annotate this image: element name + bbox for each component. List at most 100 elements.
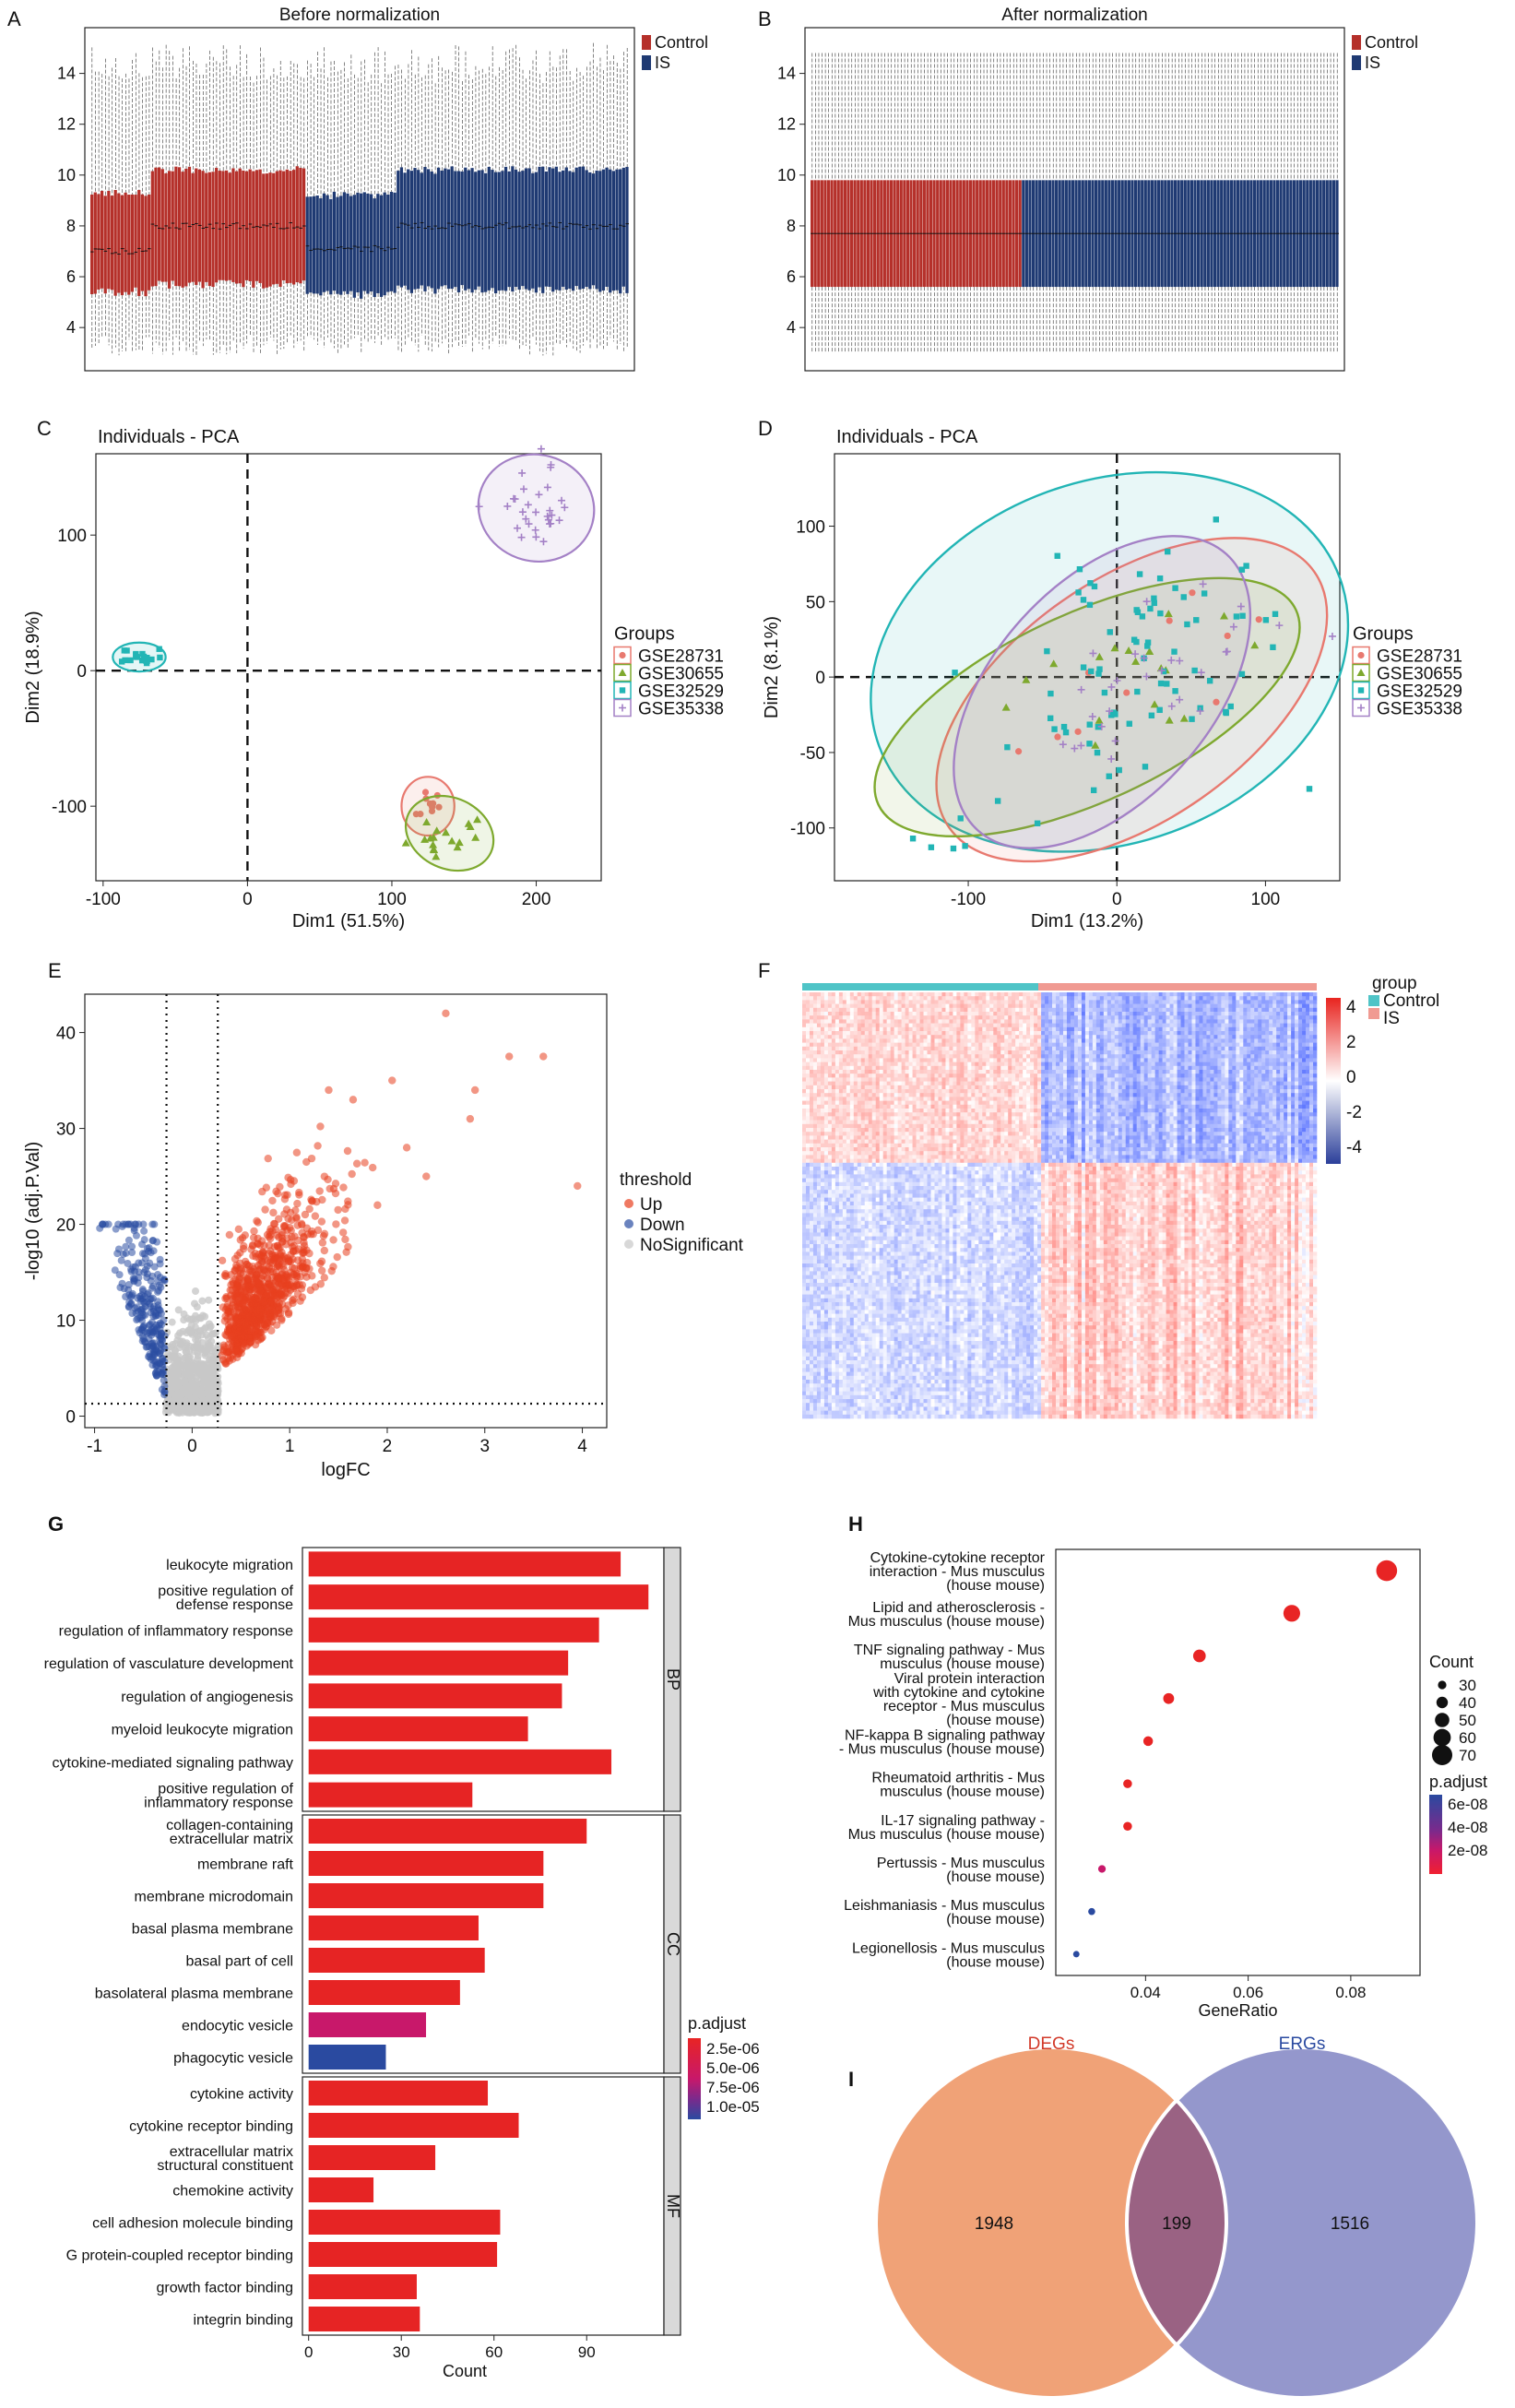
heatmap-cell <box>1162 1000 1166 1004</box>
heatmap-cell <box>1250 1007 1255 1013</box>
heatmap-cell <box>864 1012 870 1016</box>
heatmap-cell <box>982 1023 987 1028</box>
sample-point <box>1151 599 1157 607</box>
heatmap-cell <box>1147 1026 1152 1032</box>
heatmap-cell <box>923 1026 928 1032</box>
sample-point <box>1086 721 1093 728</box>
y-tick-label: -50 <box>800 744 825 764</box>
heatmap-cell <box>1180 1026 1185 1032</box>
sample-box <box>158 167 161 281</box>
heatmap-cell <box>956 996 961 1001</box>
heatmap-cell <box>956 1003 961 1009</box>
heatmap-cell <box>1048 992 1053 997</box>
sample-point <box>1233 613 1240 620</box>
up-point <box>315 1187 324 1195</box>
sample-point <box>1157 680 1165 687</box>
heatmap-cell <box>1012 1015 1016 1020</box>
down-point <box>160 1370 168 1379</box>
group-ellipse <box>477 453 596 563</box>
heatmap-cell <box>882 1000 887 1004</box>
heatmap-cell <box>1169 1003 1174 1009</box>
heatmap-cell <box>905 996 909 1001</box>
heatmap-cell <box>882 1023 887 1028</box>
heatmap-cell <box>1265 1007 1270 1013</box>
ns-point <box>214 1380 222 1388</box>
heatmap-cell <box>809 1026 814 1032</box>
heatmap-cell <box>890 1015 894 1020</box>
heatmap-cell <box>1269 1003 1273 1009</box>
heatmap-cell <box>1129 992 1134 997</box>
heatmap-cell <box>1118 1019 1123 1024</box>
heatmap-cell <box>1291 1015 1296 1020</box>
sample-box <box>309 196 313 293</box>
heatmap-cell <box>820 1003 825 1009</box>
heatmap-cell <box>905 1026 909 1032</box>
heatmap-cell <box>978 1023 983 1028</box>
heatmap-cell <box>864 1015 870 1020</box>
heatmap-cell <box>875 1026 880 1032</box>
heatmap-cell <box>820 1023 825 1028</box>
heatmap-cell <box>1041 1000 1046 1004</box>
sample-box <box>258 169 262 283</box>
heatmap-cell <box>1000 992 1005 997</box>
sample-point <box>143 659 150 667</box>
heatmap-cell <box>1062 1015 1068 1020</box>
up-point <box>241 1283 250 1291</box>
heatmap-cell <box>1048 1026 1053 1032</box>
heatmap-cell <box>1228 1015 1233 1020</box>
heatmap-cell <box>1048 1003 1053 1009</box>
sample-point <box>1262 617 1270 623</box>
heatmap-cell <box>1121 1003 1127 1009</box>
heatmap-cell <box>879 1026 883 1032</box>
sample-point <box>1189 589 1196 597</box>
heatmap-cell <box>1056 1019 1060 1024</box>
heatmap-cell <box>1052 1026 1057 1032</box>
heatmap-cell <box>886 1003 891 1009</box>
y-tick-label: 0 <box>65 1408 76 1428</box>
sample-point <box>1148 712 1155 718</box>
heatmap-cell <box>1173 1007 1178 1013</box>
sample-box <box>501 171 504 291</box>
heatmap-cell <box>846 1019 851 1024</box>
heatmap-cell <box>956 1023 961 1028</box>
heatmap-cell <box>809 992 814 997</box>
heatmap-cell <box>1129 996 1134 1001</box>
heatmap-cell <box>1151 1012 1155 1016</box>
y-tick-label: 20 <box>56 1216 76 1236</box>
heatmap-cell <box>838 1019 844 1024</box>
heatmap-cell <box>1030 992 1035 997</box>
heatmap-cell <box>879 1012 883 1016</box>
heatmap-cell <box>912 1023 917 1028</box>
y-tick-label: 40 <box>56 1025 76 1044</box>
heatmap-cell <box>827 1012 833 1016</box>
heatmap-cell <box>846 1007 851 1013</box>
sample-box <box>221 171 225 280</box>
heatmap-cell <box>971 996 976 1001</box>
heatmap-cell <box>1284 992 1288 997</box>
heatmap-cell <box>956 1026 961 1032</box>
heatmap-cell <box>916 1012 920 1016</box>
heatmap-cell <box>964 996 968 1001</box>
sample-box <box>107 190 111 290</box>
heatmap-cell <box>1023 1012 1027 1016</box>
up-point <box>241 1310 249 1319</box>
sample-box <box>312 196 316 294</box>
heatmap-cell <box>1056 1012 1060 1016</box>
sample-point <box>157 654 163 661</box>
heatmap-cell <box>1154 996 1159 1001</box>
heatmap-cell <box>930 1003 935 1009</box>
sample-box <box>601 169 606 291</box>
heatmap-cell <box>1184 1007 1189 1013</box>
up-point <box>300 1232 308 1241</box>
heatmap-cell <box>1162 1026 1166 1032</box>
heatmap-cell <box>1066 1019 1071 1024</box>
up-point <box>296 1297 304 1305</box>
heatmap-cell <box>1287 1019 1292 1024</box>
heatmap-cell <box>1258 1012 1262 1016</box>
heatmap-cell <box>1000 1012 1005 1016</box>
up-point <box>373 1201 382 1209</box>
heatmap-cell <box>802 1019 807 1024</box>
sample-point <box>524 501 532 509</box>
up-point <box>266 1319 274 1328</box>
heatmap-cell <box>1221 1003 1225 1009</box>
